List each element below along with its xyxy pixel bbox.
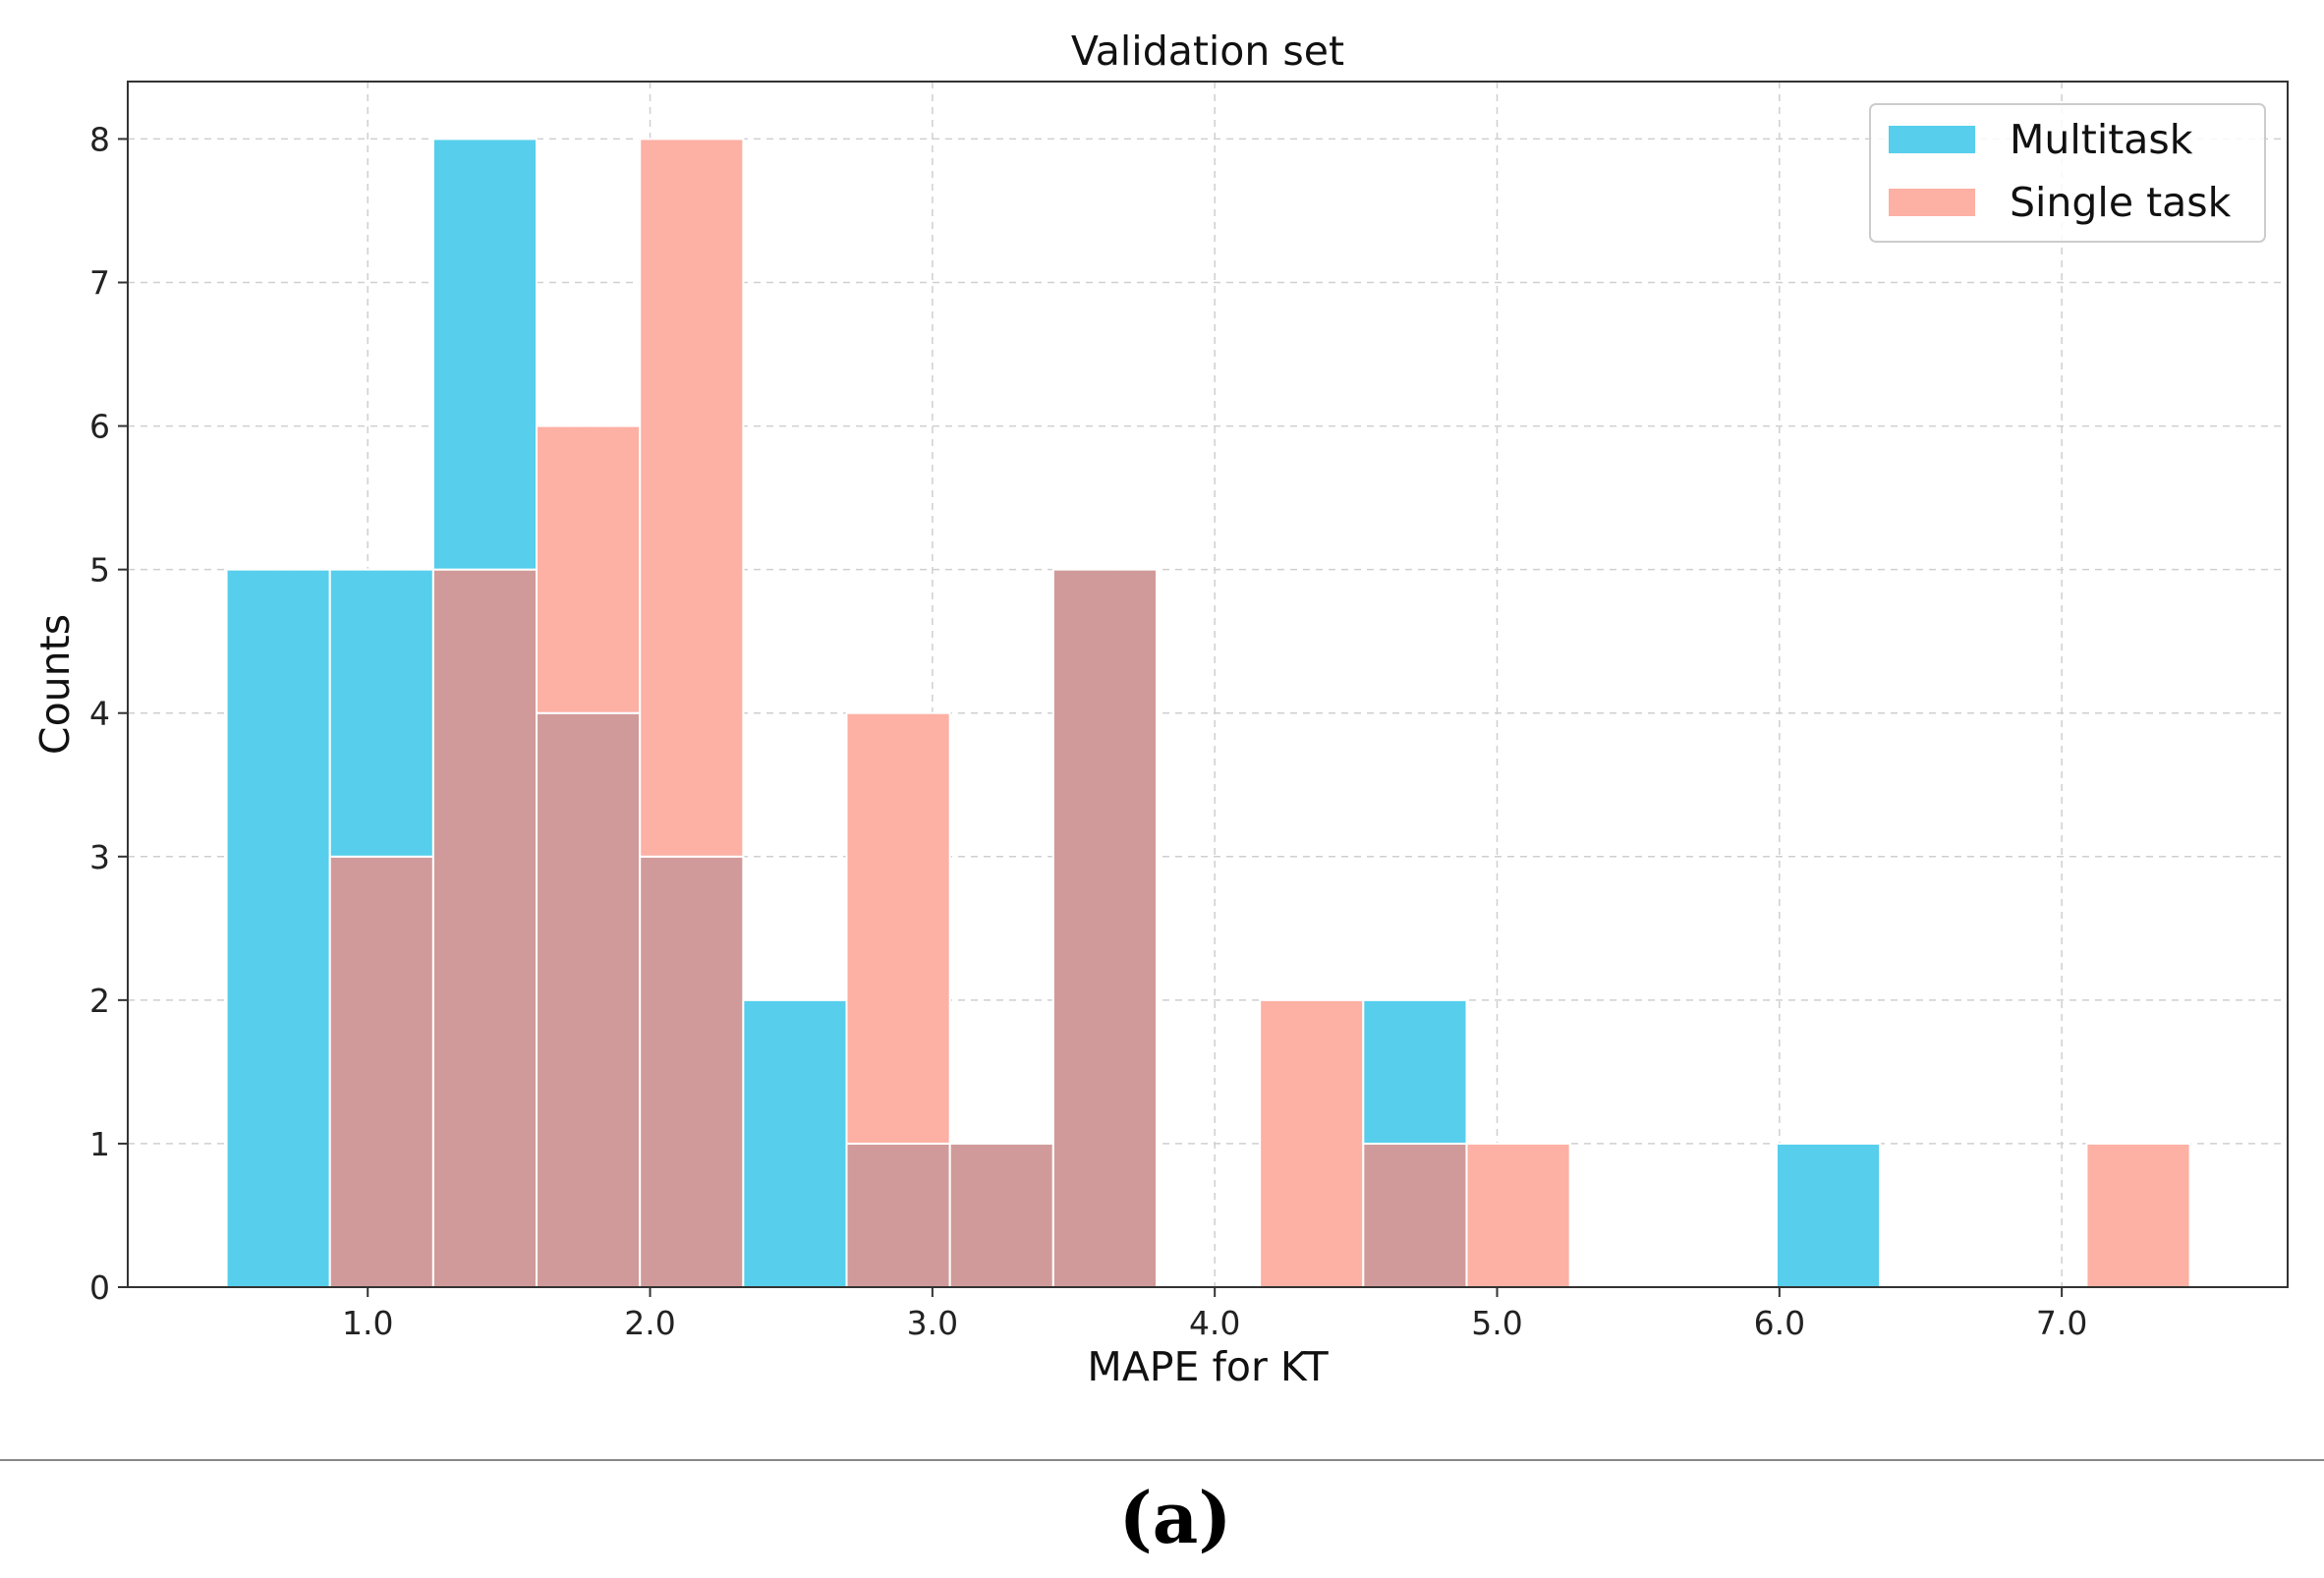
legend-swatch-single-task	[1889, 189, 1975, 216]
bar-multitask-1	[328, 568, 434, 858]
bar-multitask-2	[431, 138, 538, 571]
legend: Multitask Single task	[1869, 103, 2266, 243]
bar-single-task-12	[1465, 1142, 1571, 1289]
legend-label-single-task: Single task	[2010, 179, 2232, 226]
bar-single-task-4	[639, 138, 745, 858]
bar-overlap-8	[1051, 568, 1158, 1288]
y-tick-label: 4	[89, 695, 110, 733]
bar-single-task-18	[2085, 1142, 2191, 1289]
bar-single-task-3	[536, 424, 642, 714]
bar-overlap-4	[639, 855, 745, 1288]
y-tick-label: 2	[89, 982, 110, 1020]
bar-multitask-5	[742, 998, 848, 1288]
x-tick-label: 3.0	[907, 1304, 958, 1342]
y-tick-label: 7	[89, 264, 110, 303]
bar-multitask-11	[1362, 998, 1468, 1145]
chart-title: Validation set	[1071, 28, 1344, 75]
legend-swatch-multitask	[1889, 126, 1975, 153]
y-tick-label: 8	[89, 120, 110, 158]
x-tick-label: 7.0	[2036, 1304, 2087, 1342]
figure-caption: (a)	[1119, 1476, 1232, 1559]
x-tick-label: 2.0	[624, 1304, 675, 1342]
y-tick-label: 1	[89, 1125, 110, 1163]
bar-single-task-10	[1259, 998, 1365, 1288]
plot-frame	[127, 81, 2289, 1288]
x-tick-label: 1.0	[342, 1304, 393, 1342]
y-tick-label: 5	[89, 551, 110, 590]
bars	[225, 138, 2191, 1289]
bar-multitask-0	[225, 568, 331, 1288]
x-axis-label: MAPE for KT	[1087, 1343, 1329, 1390]
bar-multitask-15	[1775, 1142, 1882, 1289]
y-tick-label: 3	[89, 838, 110, 876]
bar-overlap-6	[845, 1142, 951, 1289]
legend-label-multitask: Multitask	[2010, 116, 2193, 163]
bar-overlap-3	[536, 711, 642, 1288]
y-tick-label: 0	[89, 1268, 110, 1307]
y-axis-label: Counts	[31, 614, 79, 755]
bar-overlap-7	[948, 1142, 1054, 1289]
bar-overlap-2	[431, 568, 538, 1288]
bar-single-task-6	[845, 711, 951, 1145]
bar-overlap-11	[1362, 1142, 1468, 1289]
x-tick-label: 6.0	[1754, 1304, 1805, 1342]
bar-overlap-1	[328, 855, 434, 1288]
axis-ticks: 1.0 2.0 3.0 4.0 5.0 6.0 7.0 0 1 2 3 4 5 6 7 8	[89, 120, 2087, 1342]
x-tick-label: 4.0	[1189, 1304, 1240, 1342]
y-tick-label: 6	[89, 408, 110, 446]
x-tick-label: 5.0	[1471, 1304, 1522, 1342]
